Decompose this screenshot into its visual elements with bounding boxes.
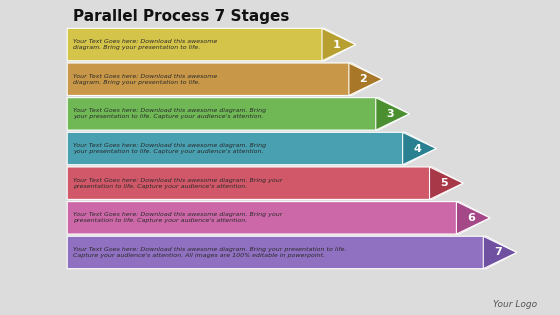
Polygon shape <box>67 98 409 130</box>
Polygon shape <box>67 167 463 199</box>
Polygon shape <box>67 202 490 234</box>
Polygon shape <box>322 28 356 61</box>
Text: 3: 3 <box>386 109 394 119</box>
Polygon shape <box>67 132 436 165</box>
Polygon shape <box>67 236 517 269</box>
Polygon shape <box>430 167 463 199</box>
Text: 5: 5 <box>440 178 448 188</box>
Text: 7: 7 <box>494 248 502 257</box>
Text: 6: 6 <box>467 213 475 223</box>
Text: Your Text Goes here: Download this awesome
diagram. Bring your presentation to l: Your Text Goes here: Download this aweso… <box>73 39 217 50</box>
Polygon shape <box>456 202 490 234</box>
Text: 2: 2 <box>360 74 367 84</box>
Polygon shape <box>403 132 436 165</box>
Polygon shape <box>349 63 382 95</box>
Text: Your Text Goes here: Download this awesome
diagram. Bring your presentation to l: Your Text Goes here: Download this aweso… <box>73 74 217 85</box>
Text: Your Text Goes here: Download this awesome diagram. Bring your
presentation to l: Your Text Goes here: Download this aweso… <box>73 212 282 223</box>
Text: Your Text Goes here: Download this awesome diagram. Bring your
presentation to l: Your Text Goes here: Download this aweso… <box>73 178 282 189</box>
Text: Your Text Goes here: Download this awesome diagram. Bring your presentation to l: Your Text Goes here: Download this aweso… <box>73 247 346 258</box>
Text: Your Text Goes here: Download this awesome diagram. Bring
your presentation to l: Your Text Goes here: Download this aweso… <box>73 143 266 154</box>
Text: Your Logo: Your Logo <box>493 300 537 309</box>
Polygon shape <box>376 98 409 130</box>
Polygon shape <box>67 28 356 61</box>
Polygon shape <box>483 236 517 269</box>
Text: 4: 4 <box>413 144 421 153</box>
Text: Parallel Process 7 Stages: Parallel Process 7 Stages <box>73 9 289 25</box>
Polygon shape <box>67 63 382 95</box>
Text: 1: 1 <box>333 40 340 49</box>
Text: Your Text Goes here: Download this awesome diagram. Bring
your presentation to l: Your Text Goes here: Download this aweso… <box>73 108 266 119</box>
